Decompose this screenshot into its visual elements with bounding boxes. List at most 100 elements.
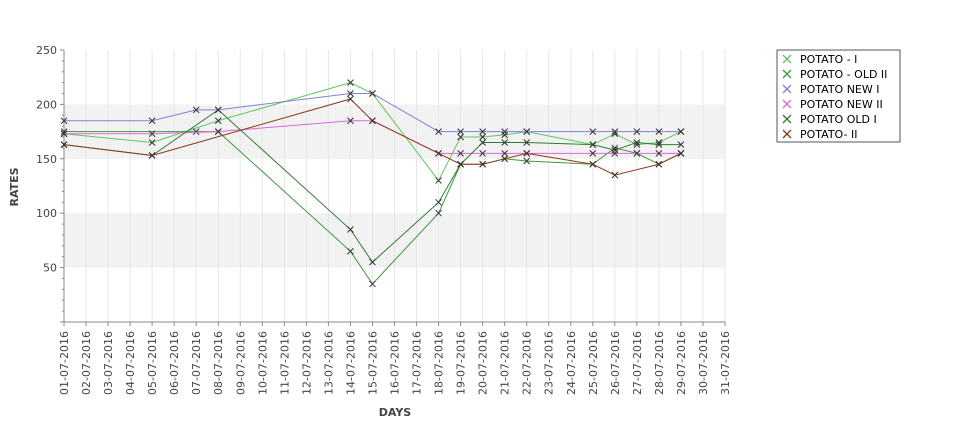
x-tick-label: 17-07-2016 xyxy=(411,331,424,395)
x-tick-label: 26-07-2016 xyxy=(609,331,622,395)
x-tick-label: 03-07-2016 xyxy=(102,331,115,395)
data-point-marker xyxy=(589,160,597,168)
x-tick-label: 16-07-2016 xyxy=(389,331,402,395)
data-point-marker xyxy=(148,139,156,146)
data-point-marker xyxy=(501,155,509,163)
x-tick-label: 02-07-2016 xyxy=(80,331,93,395)
data-point-marker xyxy=(148,152,156,159)
data-point-marker xyxy=(501,150,509,157)
data-point-marker xyxy=(633,139,641,146)
data-point-marker xyxy=(501,131,509,139)
data-point-marker xyxy=(435,209,442,217)
y-tick-label: 150 xyxy=(36,153,57,166)
data-point-marker xyxy=(655,141,663,149)
data-point-marker xyxy=(479,139,486,146)
data-point-marker xyxy=(347,226,354,233)
series-layer xyxy=(60,79,685,288)
data-point-marker xyxy=(677,150,685,157)
legend-label: POTATO - OLD II xyxy=(800,68,887,81)
data-point-marker xyxy=(148,117,156,125)
x-tick-label: 24-07-2016 xyxy=(565,331,578,395)
x-tick-label: 09-07-2016 xyxy=(234,331,247,395)
x-tick-label: 18-07-2016 xyxy=(433,331,446,395)
data-point-marker xyxy=(589,141,597,149)
data-point-marker xyxy=(347,117,354,125)
y-tick-label: 250 xyxy=(36,44,57,57)
data-point-marker xyxy=(214,128,222,135)
x-tick-label: 21-07-2016 xyxy=(499,331,512,395)
data-point-marker xyxy=(523,150,531,157)
data-point-marker xyxy=(523,139,531,146)
x-tick-label: 12-07-2016 xyxy=(300,331,313,395)
x-tick-label: 11-07-2016 xyxy=(278,331,291,395)
data-point-marker xyxy=(457,128,464,135)
legend-box xyxy=(776,49,901,143)
data-point-marker xyxy=(369,280,376,288)
data-point-marker xyxy=(347,95,354,103)
y-axis-title: RATES xyxy=(8,167,21,206)
x-tick-label: 10-07-2016 xyxy=(256,331,269,395)
legend-marker xyxy=(782,99,792,109)
series-5 xyxy=(60,95,685,179)
x-tick-label: 30-07-2016 xyxy=(697,331,710,395)
data-point-marker xyxy=(369,90,376,97)
x-tick-label: 01-07-2016 xyxy=(58,331,71,395)
x-tick-label: 08-07-2016 xyxy=(212,331,225,395)
data-point-marker xyxy=(457,150,464,157)
data-point-marker xyxy=(347,79,354,86)
legend-marker xyxy=(782,54,792,64)
data-point-marker xyxy=(192,106,200,114)
data-point-marker xyxy=(611,150,619,157)
x-tick-label: 04-07-2016 xyxy=(124,331,137,395)
x-tick-label: 22-07-2016 xyxy=(521,331,534,395)
data-point-marker xyxy=(501,128,509,135)
x-tick-label: 14-07-2016 xyxy=(344,331,357,395)
data-point-marker xyxy=(192,128,200,135)
x-tick-label: 06-07-2016 xyxy=(168,331,181,395)
x-tick-label: 27-07-2016 xyxy=(631,331,644,395)
data-point-marker xyxy=(655,128,663,135)
x-tick-label: 20-07-2016 xyxy=(477,331,490,395)
data-point-marker xyxy=(501,139,509,146)
x-tick-label: 28-07-2016 xyxy=(653,331,666,395)
y-tick-label: 100 xyxy=(36,207,57,220)
x-tick-label: 13-07-2016 xyxy=(322,331,335,395)
x-tick-label: 31-07-2016 xyxy=(719,331,732,395)
y-tick-label: 200 xyxy=(36,98,57,111)
data-point-marker xyxy=(457,160,464,168)
data-point-marker xyxy=(479,128,486,135)
data-point-marker xyxy=(655,160,663,168)
data-point-marker xyxy=(633,128,641,135)
x-axis-title: DAYS xyxy=(379,406,412,419)
data-point-marker xyxy=(589,150,597,157)
data-point-marker xyxy=(611,128,619,135)
legend-marker xyxy=(782,114,792,124)
data-point-marker xyxy=(677,128,685,135)
x-tick-label: 15-07-2016 xyxy=(366,331,379,395)
data-point-marker xyxy=(523,157,531,165)
series-line xyxy=(64,93,681,133)
data-point-marker xyxy=(60,117,68,125)
x-tick-label: 23-07-2016 xyxy=(543,331,556,395)
legend-label: POTATO- II xyxy=(800,128,857,141)
data-point-marker xyxy=(214,117,222,125)
data-point-marker xyxy=(633,150,641,157)
legend-label: POTATO NEW I xyxy=(800,83,880,96)
legend: POTATO - I POTATO - OLD II POTATO NEW I POT… xyxy=(776,49,901,143)
data-point-marker xyxy=(148,130,156,138)
data-point-marker xyxy=(60,130,68,138)
legend-label: POTATO OLD I xyxy=(800,113,877,126)
data-point-marker xyxy=(369,117,376,125)
data-point-marker xyxy=(347,90,354,97)
data-point-marker xyxy=(435,128,442,135)
x-tick-label: 05-07-2016 xyxy=(146,331,159,395)
data-point-marker xyxy=(655,150,663,157)
axes: 50 100 150 200 250 01-07-2016 02-07-2016 03-07-… xyxy=(36,44,732,395)
data-point-marker xyxy=(435,150,442,157)
data-point-marker xyxy=(347,247,354,255)
data-point-marker xyxy=(369,258,376,266)
data-point-marker xyxy=(60,141,68,149)
data-point-marker xyxy=(479,133,486,141)
data-point-marker xyxy=(479,160,486,168)
